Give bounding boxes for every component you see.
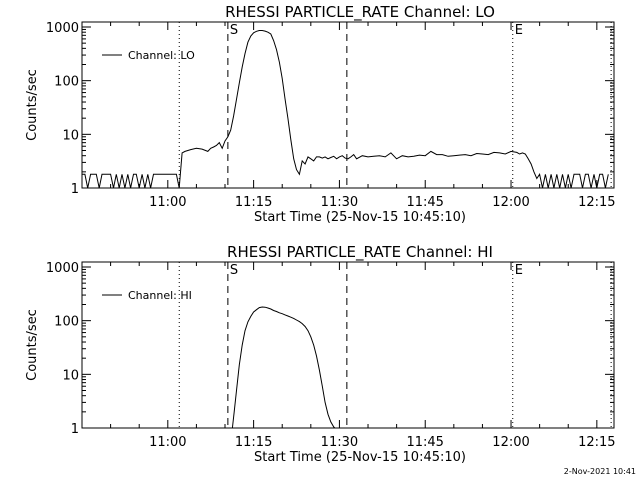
x-tick-label: 12:00 xyxy=(492,195,529,210)
plot-frame xyxy=(81,21,615,189)
y-tick-label: 1000 xyxy=(46,21,79,36)
time-marker-label: S xyxy=(230,23,238,38)
series-line xyxy=(82,30,609,189)
chart-title: RHESSI PARTICLE_RATE Channel: LO xyxy=(225,3,495,22)
legend-label: Channel: HI xyxy=(128,289,192,302)
y-tick-label: 1 xyxy=(71,182,79,197)
series-line xyxy=(231,306,336,429)
x-axis-label: Start Time (25-Nov-15 10:45:10) xyxy=(254,210,466,225)
hi-channel-panel: RHESSI PARTICLE_RATE Channel: HI 1 10 100 10… xyxy=(25,243,616,465)
chart-title: RHESSI PARTICLE_RATE Channel: HI xyxy=(227,243,493,262)
time-marker-label: E xyxy=(515,23,523,38)
lo-channel-panel: RHESSI PARTICLE_RATE Channel: LO 1 10 100 10… xyxy=(25,3,616,225)
y-axis-label: Counts/sec xyxy=(25,309,40,381)
legend-label: Channel: LO xyxy=(128,49,195,62)
x-tick-label: 11:30 xyxy=(321,195,358,210)
x-tick-label: 11:00 xyxy=(149,195,186,210)
y-tick-label: 1000 xyxy=(46,261,79,276)
x-tick-label: 11:30 xyxy=(321,435,358,450)
y-tick-label: 1 xyxy=(71,422,79,437)
y-tick-label: 100 xyxy=(54,315,79,330)
x-tick-label: 12:15 xyxy=(578,195,615,210)
plot-frame xyxy=(81,261,615,429)
x-tick-label: 11:15 xyxy=(235,435,272,450)
x-tick-label: 12:00 xyxy=(492,435,529,450)
x-tick-label: 11:45 xyxy=(406,195,443,210)
footer-timestamp: 2-Nov-2021 10:41 xyxy=(564,467,636,476)
x-tick-label: 11:45 xyxy=(406,435,443,450)
x-tick-label: 12:15 xyxy=(578,435,615,450)
time-marker-label: S xyxy=(230,263,238,278)
y-tick-label: 10 xyxy=(62,128,79,143)
x-axis-label: Start Time (25-Nov-15 10:45:10) xyxy=(254,450,466,465)
y-tick-label: 100 xyxy=(54,75,79,90)
y-tick-label: 10 xyxy=(62,368,79,383)
time-marker-label: E xyxy=(515,263,523,278)
x-tick-label: 11:00 xyxy=(149,435,186,450)
x-tick-label: 11:15 xyxy=(235,195,272,210)
y-axis-label: Counts/sec xyxy=(25,69,40,141)
